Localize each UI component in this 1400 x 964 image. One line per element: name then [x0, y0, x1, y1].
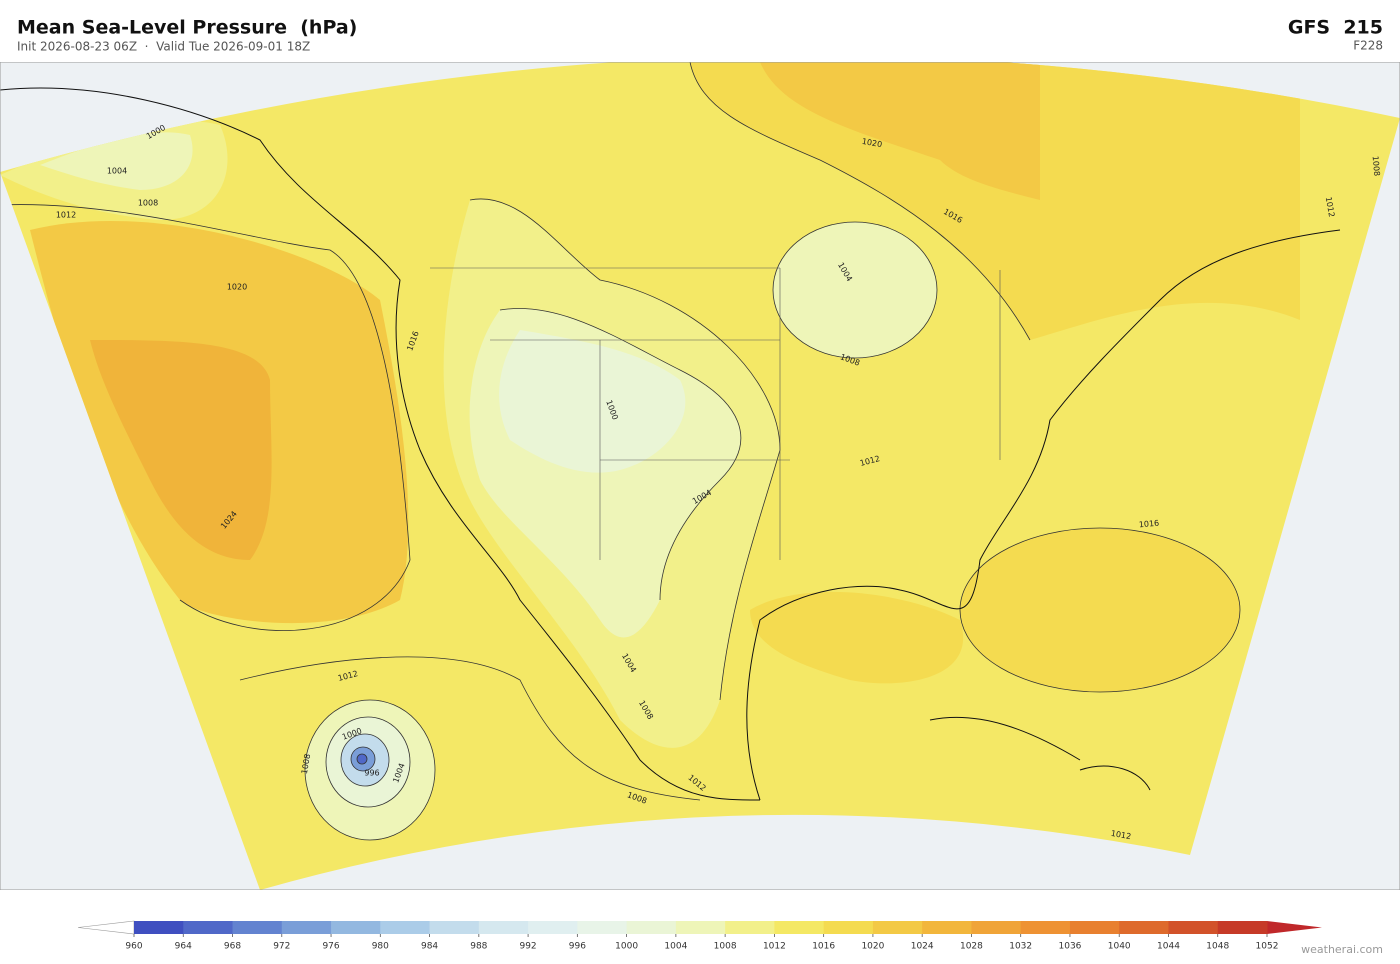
- contour-label: 996: [364, 769, 379, 778]
- contour-label: 1008: [138, 199, 158, 208]
- colorbar-tick-label: 1004: [664, 942, 687, 952]
- model: GFS 215: [1288, 17, 1383, 39]
- colorbar-segment: [823, 921, 874, 934]
- contour-label: 1012: [1324, 196, 1336, 218]
- colorbar-segment: [478, 921, 529, 934]
- colorbar-tick-label: 996: [569, 942, 586, 952]
- colorbar-tick-label: 1008: [714, 942, 737, 952]
- contour-label: 1012: [56, 211, 76, 220]
- colorbar-extend-low: [77, 920, 135, 935]
- colorbar-segment: [1217, 921, 1268, 934]
- contour-label: 1020: [861, 137, 883, 149]
- colorbar-segment: [232, 921, 283, 934]
- colorbar-tick-label: 1012: [763, 942, 786, 952]
- colorbar-tick-label: 1040: [1108, 942, 1131, 952]
- colorbar-segment: [577, 921, 628, 934]
- colorbar-tick-label: 988: [470, 942, 487, 952]
- colorbar-segment: [134, 921, 184, 934]
- colorbar-tick-label: 1020: [861, 942, 884, 952]
- colorbar-segment: [1069, 921, 1120, 934]
- colorbar-tick-label: 1052: [1256, 942, 1279, 952]
- colorbar-segment: [380, 921, 431, 934]
- colorbar-tick-label: 1016: [812, 942, 835, 952]
- credit: weatherai.com: [1301, 943, 1383, 956]
- colorbar-tick-label: 972: [273, 942, 290, 952]
- contour-label: 1004: [107, 167, 127, 176]
- colorbar-tick-label: 960: [125, 942, 142, 952]
- forecast-hour: F228: [1353, 39, 1383, 53]
- colorbar-tick-label: 976: [322, 942, 339, 952]
- colorbar-segment: [872, 921, 923, 934]
- colorbar-tick-label: 964: [175, 942, 192, 952]
- colorbar-segment: [281, 921, 332, 934]
- colorbar-segment: [675, 921, 726, 934]
- colorbar-segment: [774, 921, 825, 934]
- colorbar: 960 964 968 972 976 980 984 988 992 996 1000 1004 10…: [77, 920, 1322, 952]
- colorbar-tick-label: 980: [372, 942, 389, 952]
- colorbar-segment: [626, 921, 677, 934]
- colorbar-extend-high: [1267, 921, 1322, 934]
- title: Mean Sea-Level Pressure (hPa): [17, 17, 357, 39]
- colorbar-tick-label: 1032: [1009, 942, 1032, 952]
- colorbar-segment: [1020, 921, 1071, 934]
- colorbar-segment: [183, 921, 234, 934]
- contour-label: 1016: [1138, 519, 1159, 530]
- colorbar-tick-label: 1048: [1206, 942, 1229, 952]
- contour-label: 1020: [227, 283, 247, 292]
- colorbar-tick-label: 1024: [911, 942, 934, 952]
- colorbar-segment: [971, 921, 1022, 934]
- colorbar-tick-label: 1000: [615, 942, 638, 952]
- colorbar-tick-label: 1028: [960, 942, 983, 952]
- colorbar-tick-label: 1036: [1059, 942, 1082, 952]
- colorbar-tick-label: 992: [519, 942, 536, 952]
- contour-label: 1012: [1110, 829, 1132, 841]
- contour-label: 1008: [1371, 155, 1382, 176]
- colorbar-segment: [1119, 921, 1169, 934]
- subtitle: Init 2026-08-23 06Z · Valid Tue 2026-09-…: [17, 40, 310, 54]
- colorbar-segment: [922, 921, 972, 934]
- colorbar-segment: [429, 921, 480, 934]
- colorbar-tick-label: 984: [421, 942, 438, 952]
- contour-label: 1008: [300, 753, 312, 775]
- colorbar-tick-label: 1044: [1157, 942, 1180, 952]
- colorbar-segment: [528, 921, 578, 934]
- colorbar-segment: [725, 921, 775, 934]
- colorbar-tick-label: 968: [224, 942, 241, 952]
- colorbar-segment: [1168, 921, 1219, 934]
- colorbar-segment: [331, 921, 381, 934]
